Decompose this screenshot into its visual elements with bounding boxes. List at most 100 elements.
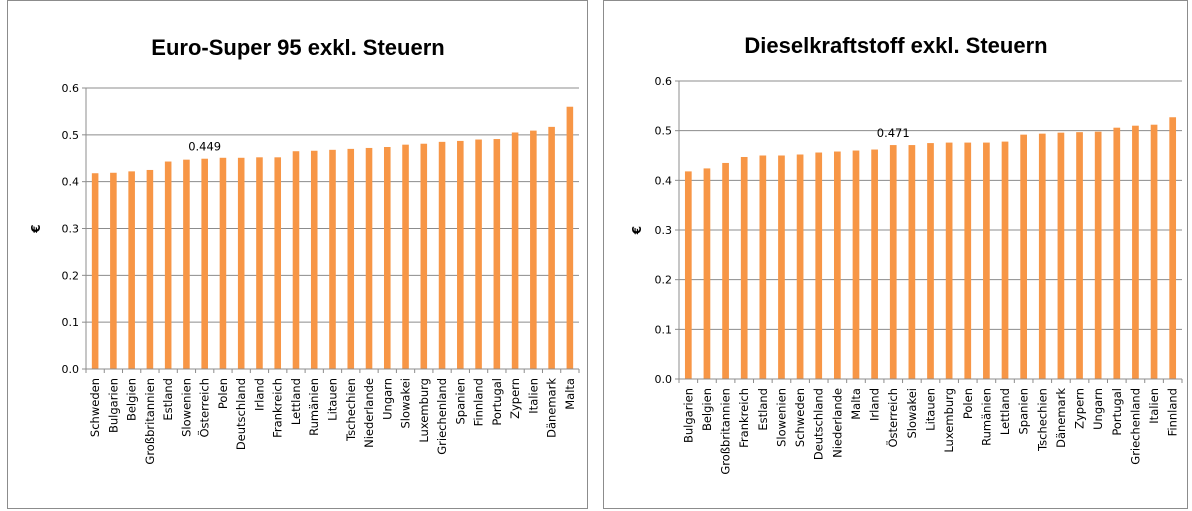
bar-spanien [457,140,464,369]
bar-ungarn [383,147,391,369]
x-tick-label-niederlande: Niederlande [830,388,844,458]
bar-irland [871,149,878,379]
x-tick-label-spanien: Spanien [1017,388,1031,435]
x-tick-label-finnland: Finnland [1166,388,1180,436]
bar-schweden [796,154,804,379]
x-tick-label-luxemburg: Luxemburg [942,388,956,453]
bar-grossbritannien [722,162,729,379]
x-tick-label-griechenland: Griechenland [435,378,449,455]
bar-polen [964,142,972,379]
bar-lettland [292,151,300,369]
x-tick-label-frankreich: Frankreich [271,378,285,438]
x-tick-label-deutschland: Deutschland [234,378,248,450]
x-tick-label-slowenien: Slowenien [774,388,788,447]
bar-frankreich [274,157,282,369]
x-tick-label-rumanien: Rumänien [307,378,321,436]
bar-niederlande [833,151,841,379]
bar-italien [1150,124,1158,379]
bar-bulgarien [684,171,692,379]
x-tick-label-zypern: Zypern [1073,388,1087,429]
x-tick-label-slowenien: Slowenien [179,378,193,437]
bar-malta [852,150,860,379]
bar-polen [219,157,227,369]
y-tick-label: 0.0 [655,373,673,386]
x-tick-label-osterreich: Österreich [196,378,212,438]
x-tick-label-portugal: Portugal [490,378,504,426]
bar-osterreich [201,158,208,369]
bar-griechenland [1132,125,1139,379]
y-tick-label: 0.2 [62,269,80,282]
bar-finnland [1169,117,1177,380]
bar-zypern [1076,132,1083,379]
y-tick-label: 0.5 [62,129,80,142]
bar-zypern [511,132,519,369]
bar-litauen [927,143,934,379]
chart-panel-euro-super: Euro-Super 95 exkl. Steuern 0.0 0.1 0.2 0.3 0… [7,0,588,509]
y-tick-label: 0.3 [655,224,673,237]
bar-malta [566,106,574,369]
bar-litauen [329,149,336,369]
chart-title: Dieselkraftstoff exkl. Steuern [744,33,1047,58]
y-axis-label: € [29,224,43,233]
euro-super-chart: Euro-Super 95 exkl. Steuern 0.0 0.1 0.2 0.3 0… [29,35,580,465]
bar-luxemburg [945,142,953,379]
y-tick-label: 0.6 [62,82,80,95]
x-tick-label-bulgarien: Bulgarien [106,378,120,433]
bar-danemark [548,126,555,369]
x-tick-label-portugal: Portugal [1110,388,1124,436]
y-tick-label: 0.6 [655,75,673,88]
bar-portugal [493,139,501,369]
y-axis-label: € [630,226,644,235]
bar-estland [759,155,767,379]
x-tick-label-spanien: Spanien [453,378,467,425]
x-tick-label-bulgarien: Bulgarien [681,388,695,443]
x-tick-label-griechenland: Griechenland [1128,388,1142,465]
x-tick-label-osterreich: Österreich [884,388,900,448]
bar-belgien [128,171,135,369]
bar-estland [164,161,172,369]
y-tick-label: 0.4 [655,174,673,187]
chart-panel-diesel: Dieselkraftstoff exkl. Steuern 0.0 0.1 0.2 0… [603,0,1188,509]
y-tick-label: 0.0 [62,363,80,376]
bar-slowakei [402,144,409,369]
bar-ungarn [1094,131,1102,379]
x-tick-label-grossbritannien: Großbritannien [143,378,157,465]
x-tick-label-malta: Malta [563,378,577,410]
bar-niederlande [365,147,373,369]
bar-italien [530,130,537,369]
bar-rumanien [310,150,318,369]
bar-finnland [475,139,482,369]
x-tick-label-finnland: Finnland [472,378,486,426]
x-tick-label-italien: Italien [526,378,540,414]
x-tick-label-danemark: Dänemark [1054,388,1068,448]
bar-portugal [1113,127,1121,379]
chart-title: Euro-Super 95 exkl. Steuern [151,35,444,60]
x-tick-label-niederlande: Niederlande [362,378,376,448]
bar-spanien [1020,134,1028,379]
data-label-osterreich: 0.449 [188,140,221,154]
x-tick-label-grossbritannien: Großbritannien [719,388,733,475]
x-tick-label-italien: Italien [1147,388,1161,424]
bar-slowenien [778,155,785,379]
x-tick-label-ungarn: Ungarn [380,378,394,420]
x-tick-label-estland: Estland [161,378,175,421]
bar-osterreich [889,145,897,379]
x-tick-label-polen: Polen [216,378,230,409]
bar-deutschland [815,152,823,379]
y-tick-label: 0.1 [62,316,80,329]
y-tick-label: 0.2 [655,274,673,287]
bar-bulgarien [110,172,117,369]
x-tick-label-slowakei: Slowakei [905,388,919,439]
y-tick-label: 0.4 [62,176,80,189]
bar-tschechien [1038,133,1046,379]
bar-danemark [1057,132,1065,379]
x-tick-label-luxemburg: Luxemburg [417,378,431,443]
bar-grossbritannien [146,169,154,369]
x-tick-label-irland: Irland [252,378,266,411]
x-tick-label-frankreich: Frankreich [737,388,751,448]
bar-slowakei [908,145,916,379]
x-tick-label-belgien: Belgien [700,388,714,431]
bar-frankreich [740,156,748,379]
x-tick-label-danemark: Dänemark [545,378,559,438]
x-tick-label-lettland: Lettland [998,388,1012,435]
